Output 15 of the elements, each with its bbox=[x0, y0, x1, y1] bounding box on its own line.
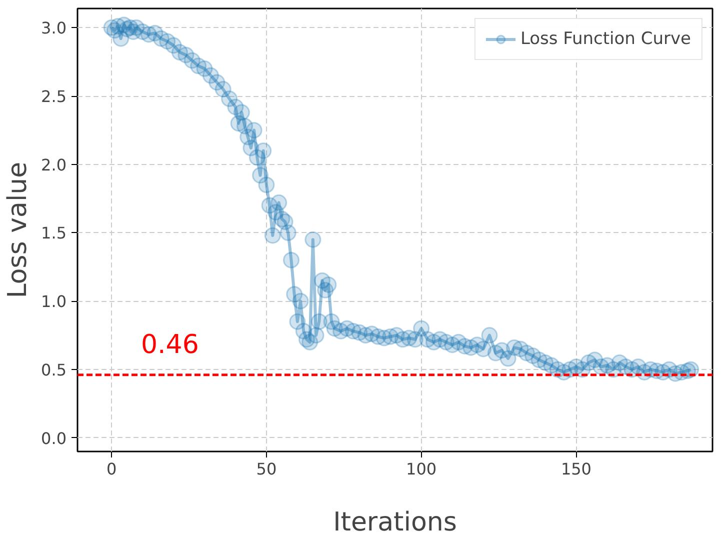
x-axis-title: Iterations bbox=[333, 508, 457, 538]
x-tick-label: 0 bbox=[106, 460, 117, 478]
y-tick-label: 1.5 bbox=[41, 224, 67, 243]
ref-line-label: 0.46 bbox=[141, 330, 199, 360]
legend-label: Loss Function Curve bbox=[520, 29, 691, 49]
y-tick-label: 0.0 bbox=[41, 428, 67, 448]
y-tick-label: 3.0 bbox=[41, 18, 67, 38]
y-axis-title: Loss value bbox=[3, 162, 34, 298]
y-tick-label: 0.5 bbox=[41, 360, 67, 380]
x-tick-label: 100 bbox=[406, 460, 437, 478]
y-tick-label: 2.5 bbox=[41, 87, 67, 106]
y-tick-label: 1.0 bbox=[41, 292, 67, 312]
x-tick-label: 150 bbox=[560, 460, 592, 478]
x-tick-label: 50 bbox=[256, 460, 277, 478]
y-tick-label: 2.0 bbox=[41, 155, 67, 174]
